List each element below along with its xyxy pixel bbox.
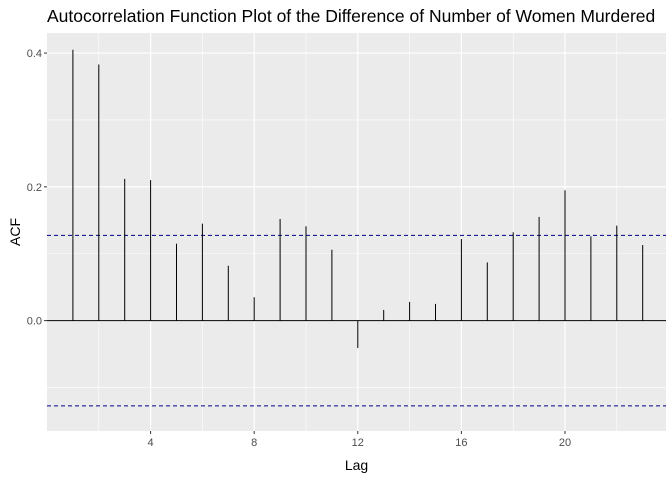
x-tick-label: 12 [352, 437, 364, 449]
y-tick-label: 0.4 [27, 48, 42, 60]
y-tick-label: 0.0 [27, 316, 42, 328]
x-tick-label: 4 [148, 437, 154, 449]
x-axis-label: Lag [345, 457, 368, 473]
plot-panel [47, 33, 666, 431]
y-axis: 0.0 0.2 0.4 [27, 48, 47, 328]
acf-bars [47, 49, 666, 349]
y-tick-label: 0.2 [27, 182, 42, 194]
x-tick-label: 16 [455, 437, 467, 449]
chart-title: Autocorrelation Function Plot of the Dif… [47, 6, 656, 26]
x-tick-label: 8 [251, 437, 257, 449]
x-tick-label: 20 [559, 437, 571, 449]
y-axis-label: ACF [7, 218, 23, 246]
x-axis: 4 8 12 16 20 [148, 431, 571, 449]
confidence-bounds [47, 234, 666, 407]
